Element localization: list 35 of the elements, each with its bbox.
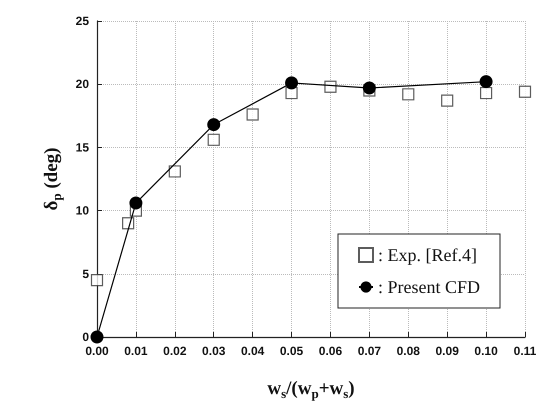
x-tick-label: 0.09 <box>436 344 460 358</box>
x-tick-label: 0.06 <box>318 344 342 358</box>
point <box>168 165 181 178</box>
x-tick-label: 0.11 <box>514 344 537 358</box>
x-tick-label: 0.10 <box>474 344 498 358</box>
point <box>208 134 220 146</box>
legend-label: : Exp. [Ref.4] <box>378 245 477 265</box>
point <box>480 75 493 88</box>
point <box>441 94 454 107</box>
point <box>90 274 104 286</box>
y-tick-label: 15 <box>76 140 90 154</box>
legend-label: : Present CFD <box>378 277 480 297</box>
point <box>207 118 220 132</box>
x-tick-label: 0.08 <box>396 344 420 358</box>
x-tick-label: 0.03 <box>202 344 226 358</box>
point <box>285 76 298 90</box>
y-tick-label: 0 <box>82 330 90 344</box>
point <box>90 330 104 344</box>
point <box>246 108 259 121</box>
x-tick-label: 0.01 <box>124 344 148 358</box>
point <box>518 86 532 98</box>
point <box>362 81 376 94</box>
point <box>129 196 142 210</box>
x-tick-label: 0.07 <box>358 344 382 358</box>
x-tick-label: 0.00 <box>85 344 109 358</box>
y-tick-label: 25 <box>76 14 90 28</box>
y-tick-label: 5 <box>82 266 90 281</box>
x-tick-label: 0.05 <box>280 344 304 358</box>
point <box>480 86 492 100</box>
x-tick-label: 0.02 <box>163 344 187 358</box>
y-tick-label: 10 <box>76 204 90 218</box>
y-axis-title: δp (deg) <box>41 148 64 211</box>
point <box>402 88 414 100</box>
x-tick-label: 0.04 <box>240 344 265 358</box>
y-tick-label: 20 <box>76 77 90 92</box>
